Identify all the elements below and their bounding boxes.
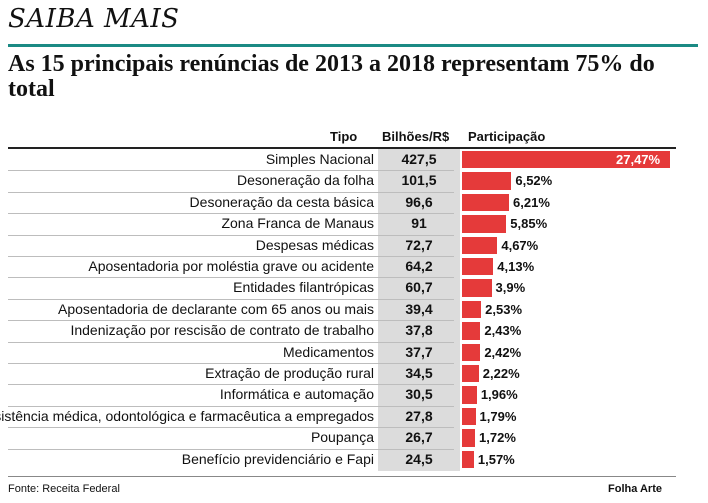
row-value: 101,5 <box>401 172 437 189</box>
share-label: 1,72% <box>479 430 516 446</box>
share-label: 6,21% <box>513 194 550 210</box>
credit: Folha Arte <box>608 483 662 495</box>
source-note: Fonte: Receita Federal <box>8 483 120 495</box>
share-label: 5,85% <box>510 216 548 232</box>
share-bar <box>462 386 477 404</box>
header-rule <box>8 147 676 149</box>
row-label: Indenização por rescisão de contrato de … <box>70 322 374 339</box>
row-label: Aposentadoria por moléstia grave ou acid… <box>88 258 374 274</box>
row-value: 39,4 <box>405 300 433 317</box>
share-bar <box>462 172 512 190</box>
row-value: 60,7 <box>405 279 433 296</box>
share-bar <box>462 407 476 426</box>
row-label: Aposentadoria de declarante com 65 anos … <box>58 300 374 317</box>
row-value: 427,5 <box>401 151 437 167</box>
row-value: 72,7 <box>405 236 433 253</box>
share-bar <box>462 236 498 254</box>
share-bar <box>462 450 474 468</box>
row-divider <box>8 320 454 322</box>
share-label: 1,57% <box>477 451 515 467</box>
row-label: Extração de produção rural <box>205 365 374 381</box>
row-label: Simples Nacional <box>265 151 374 167</box>
row-divider <box>8 213 454 215</box>
row-value: 34,5 <box>405 365 433 381</box>
share-label: 6,52% <box>515 173 553 189</box>
share-label: 2,42% <box>484 344 522 360</box>
row-divider <box>8 191 454 193</box>
row-label: Despesas médicas <box>255 236 374 253</box>
row-label: Medicamentos <box>282 343 374 360</box>
share-bar <box>462 258 494 276</box>
row-label: Zona Franca de Manaus <box>221 215 374 232</box>
share-label: 2,43% <box>484 323 522 339</box>
share-bar <box>462 429 475 447</box>
share-label: 3,9% <box>495 280 526 296</box>
share-label: 27,47% <box>616 152 661 167</box>
row-divider <box>8 405 454 407</box>
share-label: 4,67% <box>501 237 539 253</box>
value-column-band <box>378 149 460 471</box>
share-bar <box>462 193 509 212</box>
row-value: 64,2 <box>405 258 433 274</box>
column-header-share: Participação <box>468 129 546 144</box>
row-label: Desoneração da folha <box>237 172 374 189</box>
share-bar <box>462 215 507 233</box>
row-label: Desoneração da cesta básica <box>189 193 374 210</box>
row-divider <box>8 427 454 429</box>
row-divider <box>8 298 454 300</box>
row-divider <box>8 448 454 450</box>
row-divider <box>8 363 454 364</box>
headline: As 15 principais renúncias de 2013 a 201… <box>8 51 655 102</box>
share-label: 1,96% <box>480 387 518 403</box>
share-label: 2,22% <box>482 366 520 381</box>
row-label: Entidades filantrópicas <box>233 279 374 296</box>
row-divider <box>8 341 454 343</box>
share-label: 2,53% <box>485 301 523 317</box>
row-value: 37,8 <box>405 322 433 339</box>
row-label: Poupança <box>310 429 374 446</box>
row-value: 96,6 <box>405 193 433 210</box>
row-value: 26,7 <box>405 429 433 446</box>
row-divider <box>8 170 454 172</box>
row-divider <box>8 234 454 236</box>
row-label: Benefício previdenciário e Fapi <box>181 450 374 467</box>
row-value: 27,8 <box>405 407 433 424</box>
column-header-value: Bilhões/R$ <box>382 129 450 144</box>
share-bar <box>462 279 492 297</box>
share-label: 1,79% <box>479 408 517 424</box>
share-bar <box>462 322 481 340</box>
section-kicker: SAIBA MAIS <box>8 4 180 34</box>
footer-rule <box>8 476 676 477</box>
column-header-type: Tipo <box>330 129 358 144</box>
share-bar <box>462 151 670 169</box>
row-divider <box>8 256 454 257</box>
row-value: 91 <box>411 215 427 232</box>
row-divider <box>8 384 454 386</box>
row-label: Assistência médica, odontológica e farma… <box>0 407 374 424</box>
row-label: Informática e automação <box>219 386 374 403</box>
share-bar <box>462 365 479 383</box>
row-divider <box>8 277 454 279</box>
accent-rule <box>8 44 698 47</box>
share-label: 4,13% <box>497 259 535 274</box>
row-value: 24,5 <box>405 450 433 467</box>
row-value: 37,7 <box>405 343 433 360</box>
share-bar <box>462 300 482 319</box>
row-value: 30,5 <box>405 386 433 403</box>
share-bar <box>462 343 481 361</box>
